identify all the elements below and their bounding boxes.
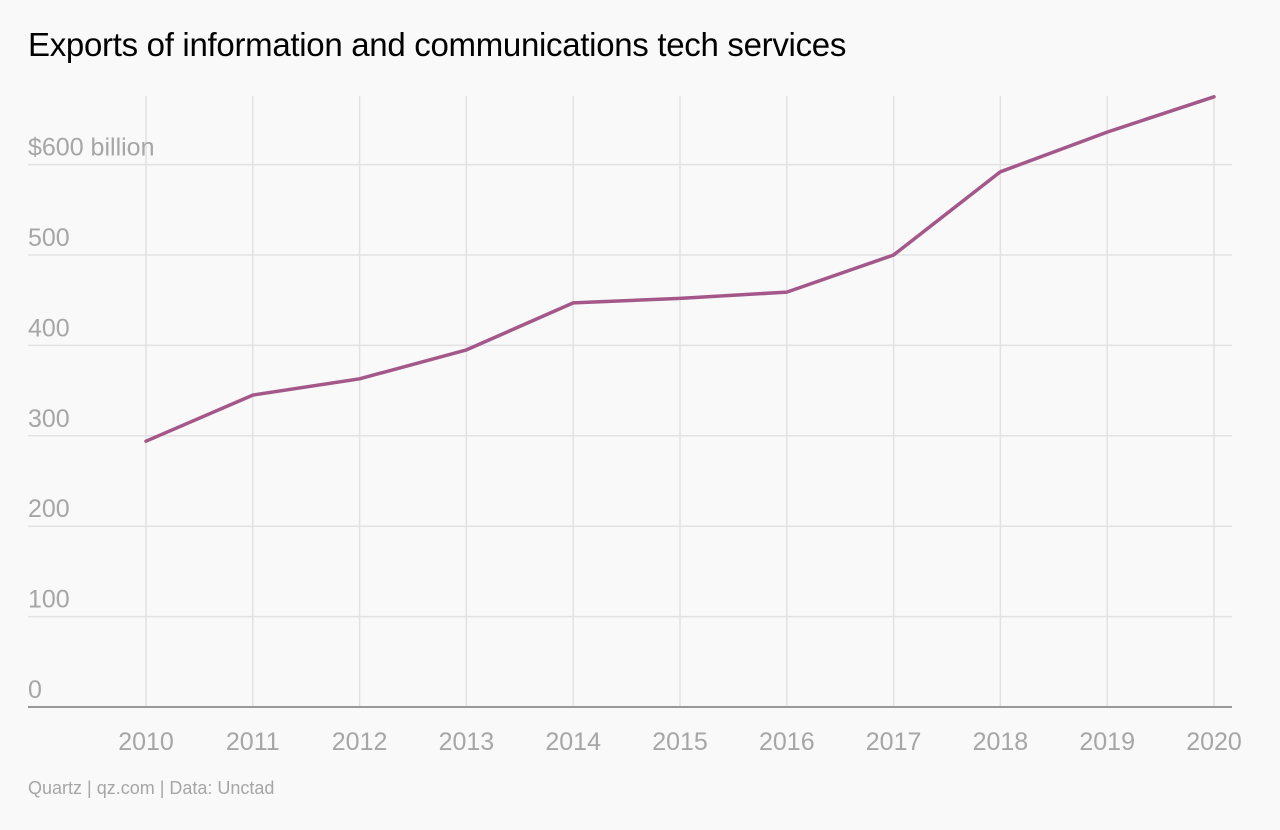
- series-line: [144, 95, 1216, 443]
- y-axis-tick-labels: 0 100 200 300 400 500 $600 billion: [28, 134, 155, 704]
- y-tick-label: 0: [28, 676, 42, 704]
- y-tick-label: 500: [28, 224, 70, 252]
- x-tick-label: 2013: [439, 728, 495, 756]
- x-tick-label: 2015: [652, 728, 708, 756]
- x-tick-label: 2017: [866, 728, 922, 756]
- x-tick-label: 2014: [545, 728, 601, 756]
- y-tick-label: 400: [28, 314, 70, 342]
- x-tick-label: 2011: [226, 728, 280, 756]
- y-gridlines: [28, 163, 1232, 618]
- x-axis-tick-labels: 2010 2011 2012 2013 2014 2015 2016 2017 2018 2019…: [118, 728, 1242, 756]
- x-tick-label: 2012: [332, 728, 388, 756]
- x-tick-label: 2018: [973, 728, 1029, 756]
- y-tick-label: 100: [28, 586, 70, 614]
- y-tick-label: 300: [28, 405, 70, 433]
- x-tick-label: 2016: [759, 728, 815, 756]
- chart-title: Exports of information and communication…: [28, 26, 847, 63]
- x-tick-label: 2010: [118, 728, 174, 756]
- y-tick-label: 200: [28, 495, 70, 523]
- y-tick-label: $600 billion: [28, 134, 155, 162]
- x-tick-label: 2020: [1186, 728, 1242, 756]
- x-gridlines: [145, 96, 1215, 707]
- source-credit: Quartz | qz.com | Data: Unctad: [28, 778, 275, 798]
- series-group: [144, 95, 1216, 443]
- x-tick-label: 2019: [1079, 728, 1135, 756]
